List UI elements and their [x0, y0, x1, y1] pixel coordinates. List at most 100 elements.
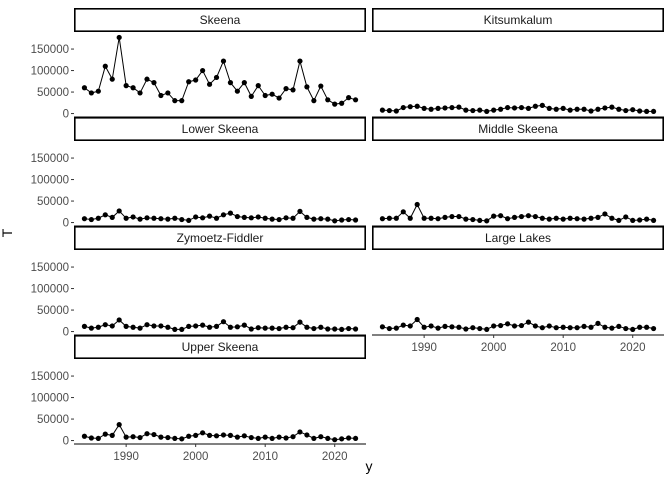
data-point: [428, 323, 434, 329]
data-point: [290, 325, 296, 331]
facet-strip-label: Kitsumkalum: [484, 13, 553, 27]
x-axis-ticks: 1990 2000 2010 2020 1990 2000 2010 2020: [113, 335, 646, 463]
data-point: [151, 431, 157, 438]
x-tick-label: 2020: [322, 451, 348, 463]
data-point: [449, 104, 455, 111]
data-point: [227, 432, 234, 438]
data-point: [574, 106, 580, 112]
data-point: [630, 326, 636, 333]
data-point: [491, 323, 497, 329]
data-point: [393, 108, 399, 114]
y-tick-label: 50000: [37, 196, 69, 208]
data-point: [574, 325, 580, 331]
data-point: [186, 323, 192, 329]
data-point: [193, 77, 199, 83]
y-tick-label: 150000: [31, 153, 69, 165]
facet-lower-skeena: Lower Skeena 0 50000 100000 150000: [31, 117, 366, 230]
data-point: [186, 217, 192, 224]
data-point: [644, 216, 650, 222]
data-point: [477, 107, 483, 113]
data-point: [511, 323, 518, 329]
data-point: [200, 322, 206, 328]
data-point: [346, 435, 352, 441]
data-point: [200, 430, 206, 436]
data-point: [144, 76, 150, 82]
data-point: [574, 216, 580, 222]
data-point: [456, 104, 462, 110]
data-point: [414, 103, 420, 109]
data-point: [332, 437, 338, 443]
data-point: [518, 104, 525, 111]
data-point: [269, 216, 275, 222]
data-point: [539, 215, 545, 221]
y-tick-label: 150000: [31, 44, 69, 56]
facet-strip-label: Lower Skeena: [182, 122, 259, 136]
facet-strip-label: Large Lakes: [485, 231, 551, 245]
data-point: [325, 216, 331, 222]
data-point: [248, 434, 254, 441]
data-point: [504, 321, 511, 327]
data-point: [137, 90, 143, 96]
data-point: [318, 83, 324, 89]
data-point: [165, 90, 171, 96]
data-point: [346, 325, 352, 332]
data-point: [588, 324, 594, 330]
data-point: [123, 83, 129, 89]
data-point: [623, 325, 629, 332]
facet-kitsumkalum: Kitsumkalum: [371, 8, 664, 118]
data-point: [463, 326, 469, 332]
facet-strip: [74, 334, 366, 359]
x-tick-label: 2010: [252, 451, 278, 463]
data-point: [311, 98, 317, 104]
data-point: [339, 100, 345, 106]
data-point: [81, 433, 88, 439]
data-point: [248, 93, 254, 99]
data-point: [304, 214, 310, 220]
data-point: [623, 214, 629, 220]
data-point: [144, 322, 150, 328]
facet-strip-label: Upper Skeena: [182, 340, 259, 354]
series-line: [84, 319, 356, 330]
data-point: [227, 80, 234, 86]
facet-strip-label: Middle Skeena: [478, 122, 558, 136]
data-point: [179, 326, 185, 333]
data-point: [311, 435, 317, 442]
data-point: [449, 213, 455, 220]
y-axis-title: T: [0, 228, 15, 237]
data-point: [393, 215, 399, 221]
data-point: [276, 434, 282, 440]
data-point: [637, 108, 643, 114]
x-axis-title: y: [366, 458, 373, 474]
facet-strip: [371, 226, 664, 251]
data-point: [602, 105, 608, 111]
data-point: [88, 90, 94, 96]
data-point: [449, 324, 455, 330]
data-point: [567, 325, 573, 331]
data-point: [297, 429, 303, 435]
data-point: [283, 86, 289, 92]
data-point: [172, 215, 178, 221]
data-point: [283, 324, 289, 330]
data-point: [290, 215, 296, 221]
series-line: [382, 203, 654, 222]
y-tick-label: 0: [63, 327, 69, 339]
y-tick-label: 50000: [37, 414, 69, 426]
data-point: [206, 81, 213, 87]
data-point: [206, 213, 213, 219]
y-tick-label: 100000: [31, 66, 69, 78]
data-point: [255, 435, 261, 442]
data-point: [498, 213, 504, 219]
data-point: [442, 105, 448, 111]
data-point: [81, 216, 88, 222]
data-point: [484, 108, 490, 115]
data-point: [581, 106, 587, 112]
data-point: [179, 216, 185, 223]
data-point: [637, 324, 643, 330]
series-line: [382, 318, 654, 330]
data-point: [470, 325, 476, 331]
data-point: [442, 214, 448, 220]
data-point: [172, 98, 178, 104]
data-point: [595, 214, 601, 220]
data-point: [158, 92, 164, 99]
data-point: [137, 434, 143, 441]
